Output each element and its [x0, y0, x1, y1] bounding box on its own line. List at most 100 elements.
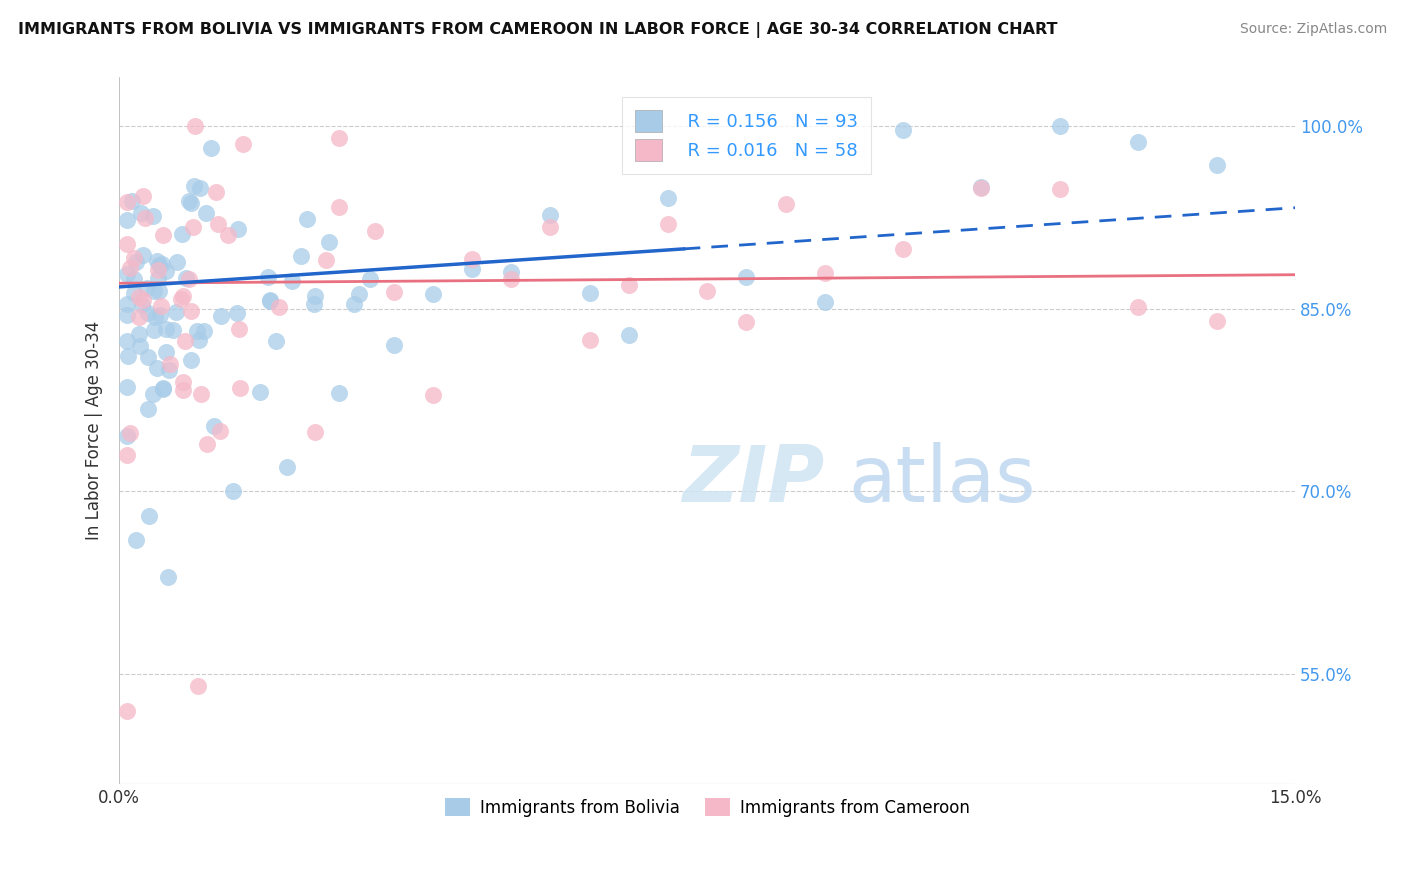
- Point: [814, 295, 837, 310]
- Point: [304, 425, 326, 439]
- Point: [304, 289, 326, 303]
- Point: [134, 211, 156, 225]
- Point: [152, 382, 174, 396]
- Point: [578, 333, 600, 347]
- Point: [162, 323, 184, 337]
- Point: [200, 141, 222, 155]
- Point: [343, 297, 366, 311]
- Point: [145, 310, 167, 325]
- Y-axis label: In Labor Force | Age 30-34: In Labor Force | Age 30-34: [86, 321, 103, 541]
- Point: [125, 255, 148, 269]
- Point: [155, 345, 177, 359]
- Point: [193, 324, 215, 338]
- Point: [217, 227, 239, 242]
- Point: [142, 209, 165, 223]
- Point: [146, 270, 169, 285]
- Point: [232, 136, 254, 151]
- Point: [128, 290, 150, 304]
- Point: [461, 252, 484, 266]
- Point: [204, 185, 226, 199]
- Point: [138, 306, 160, 320]
- Legend: Immigrants from Bolivia, Immigrants from Cameroon: Immigrants from Bolivia, Immigrants from…: [436, 789, 977, 825]
- Point: [115, 448, 138, 462]
- Point: [225, 306, 247, 320]
- Point: [173, 334, 195, 348]
- Point: [122, 252, 145, 266]
- Point: [461, 262, 484, 277]
- Point: [165, 304, 187, 318]
- Point: [136, 351, 159, 365]
- Point: [183, 178, 205, 193]
- Point: [128, 327, 150, 342]
- Point: [195, 206, 218, 220]
- Point: [259, 293, 281, 307]
- Point: [149, 308, 172, 322]
- Point: [891, 123, 914, 137]
- Point: [1205, 158, 1227, 172]
- Point: [121, 194, 143, 208]
- Point: [122, 271, 145, 285]
- Point: [115, 380, 138, 394]
- Point: [152, 381, 174, 395]
- Point: [115, 194, 138, 209]
- Point: [115, 704, 138, 718]
- Point: [180, 353, 202, 368]
- Point: [891, 242, 914, 256]
- Point: [190, 387, 212, 401]
- Point: [172, 375, 194, 389]
- Point: [228, 321, 250, 335]
- Point: [183, 219, 205, 234]
- Point: [177, 194, 200, 209]
- Point: [129, 206, 152, 220]
- Point: [179, 272, 201, 286]
- Point: [297, 212, 319, 227]
- Point: [172, 227, 194, 242]
- Point: [617, 328, 640, 343]
- Point: [1128, 135, 1150, 149]
- Point: [169, 293, 191, 307]
- Point: [159, 357, 181, 371]
- Point: [132, 189, 155, 203]
- Point: [120, 260, 142, 275]
- Point: [187, 679, 209, 693]
- Text: IMMIGRANTS FROM BOLIVIA VS IMMIGRANTS FROM CAMEROON IN LABOR FORCE | AGE 30-34 C: IMMIGRANTS FROM BOLIVIA VS IMMIGRANTS FR…: [18, 22, 1057, 38]
- Point: [304, 297, 326, 311]
- Point: [328, 200, 350, 214]
- Point: [264, 334, 287, 348]
- Point: [538, 208, 561, 222]
- Point: [501, 272, 523, 286]
- Point: [318, 235, 340, 249]
- Point: [128, 339, 150, 353]
- Point: [115, 297, 138, 311]
- Point: [152, 227, 174, 242]
- Point: [186, 324, 208, 338]
- Point: [115, 308, 138, 322]
- Point: [115, 213, 138, 227]
- Point: [131, 298, 153, 312]
- Point: [359, 272, 381, 286]
- Point: [422, 287, 444, 301]
- Point: [364, 224, 387, 238]
- Point: [209, 424, 232, 438]
- Point: [115, 237, 138, 252]
- Point: [1205, 314, 1227, 328]
- Point: [155, 264, 177, 278]
- Point: [166, 255, 188, 269]
- Point: [188, 180, 211, 194]
- Point: [172, 384, 194, 398]
- Point: [249, 384, 271, 399]
- Point: [280, 275, 302, 289]
- Point: [267, 300, 290, 314]
- Text: Source: ZipAtlas.com: Source: ZipAtlas.com: [1240, 22, 1388, 37]
- Point: [143, 284, 166, 298]
- Point: [135, 280, 157, 294]
- Point: [814, 266, 837, 280]
- Point: [735, 270, 758, 285]
- Point: [276, 460, 298, 475]
- Point: [148, 258, 170, 272]
- Point: [222, 484, 245, 499]
- Point: [382, 285, 405, 299]
- Point: [132, 248, 155, 262]
- Point: [172, 288, 194, 302]
- Point: [422, 388, 444, 402]
